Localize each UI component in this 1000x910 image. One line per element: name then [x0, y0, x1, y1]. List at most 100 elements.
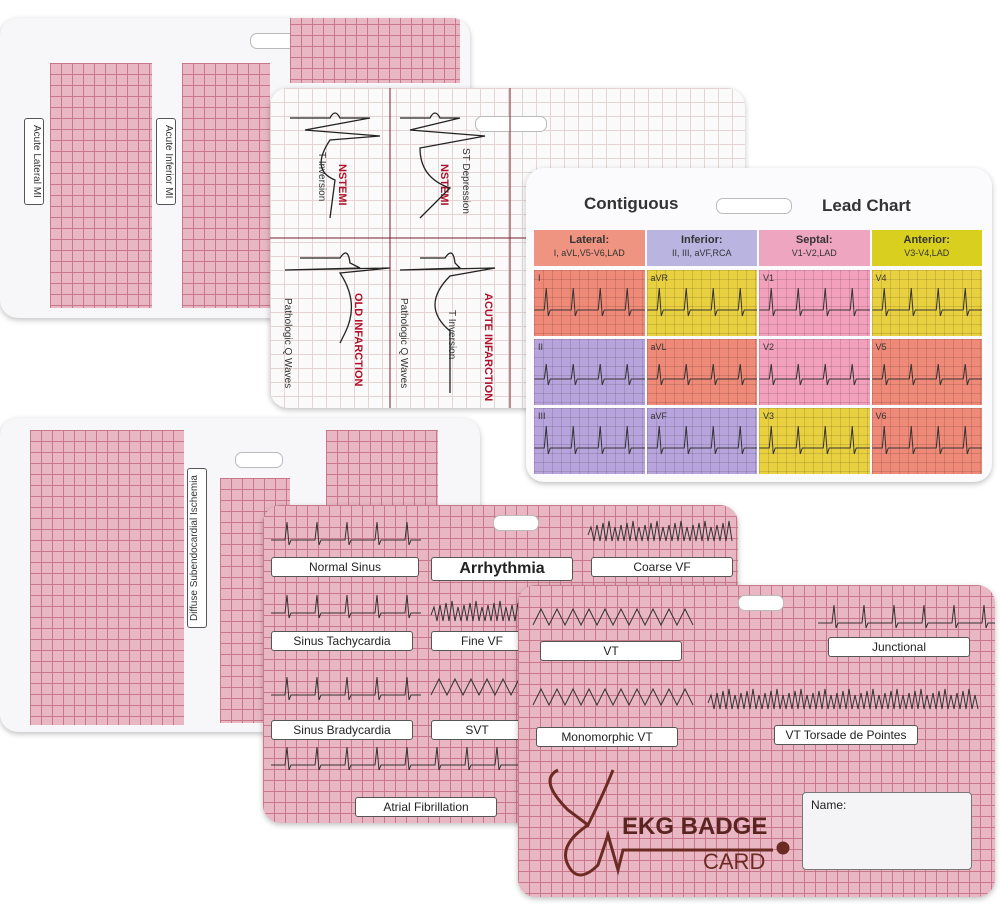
stethoscope-logo — [548, 768, 790, 877]
ecg-trace — [271, 594, 421, 619]
ecg-panel — [290, 18, 460, 83]
ecg-trace — [646, 287, 757, 317]
note: Pathologic Q Waves — [282, 298, 293, 389]
ecg-trace-line — [646, 287, 757, 317]
brand-line2: CARD — [703, 849, 766, 874]
group-leads: V3-V4,LAD — [904, 248, 950, 258]
group-name: Septal: — [795, 234, 833, 246]
group-leads: I, aVL,V5-V6,LAD — [553, 248, 625, 258]
ischemia-label: Diffuse Subendocardial Ischemia — [187, 468, 207, 629]
ecg-trace-line — [759, 425, 870, 455]
ecg-trace-line — [871, 425, 982, 455]
lead-name: V2 — [763, 342, 775, 352]
nstemi-label: NSTEMI — [438, 164, 450, 206]
lead-cell: aVR — [646, 270, 757, 336]
ecg-trace — [707, 688, 979, 710]
ecg-trace-line — [871, 287, 982, 317]
lead-cell: V5 — [871, 339, 982, 405]
mi-card: Acute Lateral MI Acute Inferior MI — [0, 18, 470, 318]
ecg-trace-line — [534, 287, 645, 317]
lanyard-slot — [493, 515, 539, 531]
note: T Inversion — [446, 310, 457, 360]
lead-cell: V4 — [871, 270, 982, 336]
ecg-panel — [30, 430, 184, 725]
old-infarction-label: OLD INFARCTION — [352, 293, 364, 387]
lead-group-header: Lateral: I, aVL,V5-V6,LAD — [534, 230, 645, 266]
rhythm-label: Sinus Tachycardia — [271, 631, 413, 651]
group-name: Lateral: — [569, 234, 610, 246]
mi-label: Acute Lateral MI — [24, 118, 44, 205]
lanyard-slot — [738, 595, 784, 611]
mi-label: Acute Inferior MI — [156, 118, 176, 206]
ecg-trace — [271, 521, 421, 546]
lead-cell: III — [534, 408, 645, 474]
lead-name: V3 — [763, 411, 775, 421]
arrhythmia-title: Arrhythmia — [431, 557, 573, 581]
nstemi-label: NSTEMI — [336, 164, 348, 206]
ecg-trace — [587, 520, 733, 542]
ekg-badge-card: VT Junctional Monomorphic VT VT Torsade … — [518, 585, 995, 897]
rhythm-label: VT Torsade de Pointes — [774, 725, 918, 745]
group-name: Anterior: — [903, 234, 950, 246]
note: T Inversion — [316, 152, 327, 202]
ecg-trace — [759, 425, 870, 455]
lead-name: V5 — [875, 342, 887, 352]
rhythm-label: Normal Sinus — [271, 557, 419, 577]
lead-group-header: Septal: V1-V2,LAD — [759, 230, 870, 266]
ecg-trace — [271, 676, 421, 701]
rhythm-label: VT — [540, 641, 682, 661]
ecg-trace-line — [646, 363, 757, 386]
stemi-waveforms — [270, 88, 530, 408]
lead-chart-card: Contiguous Lead Chart Lateral: I, aVL,V5-… — [526, 168, 992, 482]
group-name: Inferior: — [680, 234, 723, 246]
group-leads: II, III, aVF,RCA — [671, 248, 732, 258]
lead-name: V6 — [875, 411, 887, 421]
acute-infarction-label: ACUTE INFARCTION — [482, 293, 494, 402]
lead-name: aVR — [650, 273, 669, 283]
ecg-trace — [534, 363, 645, 386]
lead-cell: II — [534, 339, 645, 405]
ecg-trace — [818, 604, 995, 629]
lead-chart-title-right: Lead Chart — [822, 196, 911, 215]
ecg-trace — [646, 425, 757, 455]
group-leads: V1-V2,LAD — [791, 248, 837, 258]
ecg-panel — [182, 63, 270, 308]
name-field[interactable]: Name: — [802, 792, 972, 870]
lead-name: aVF — [650, 411, 668, 421]
ecg-trace-line — [759, 363, 870, 386]
lead-chart-title-left: Contiguous — [584, 194, 679, 213]
ecg-trace-line — [871, 363, 982, 386]
lead-name: V1 — [763, 273, 775, 283]
lanyard-slot — [475, 116, 547, 132]
ecg-trace — [871, 425, 982, 455]
rhythm-label: Junctional — [828, 637, 970, 657]
ecg-trace — [646, 363, 757, 386]
ecg-trace — [871, 363, 982, 386]
ecg-trace-line — [534, 363, 645, 386]
ecg-panel — [50, 63, 152, 308]
lanyard-slot — [716, 198, 792, 214]
lead-cell: V6 — [871, 408, 982, 474]
ecg-trace — [532, 687, 694, 707]
lead-name: II — [538, 342, 544, 352]
ecg-trace — [871, 287, 982, 317]
name-label: Name: — [811, 798, 847, 812]
lead-name: III — [538, 411, 546, 421]
badge-waveforms — [532, 604, 995, 710]
lead-name: aVL — [650, 342, 667, 352]
lead-cell: V3 — [759, 408, 870, 474]
lanyard-slot — [235, 452, 283, 468]
rhythm-label: Atrial Fibrillation — [355, 797, 497, 817]
lead-cell: aVF — [646, 408, 757, 474]
ecg-trace — [534, 287, 645, 317]
note: Pathologic Q Waves — [398, 298, 409, 389]
ecg-trace-line — [759, 287, 870, 317]
rhythm-label: Sinus Bradycardia — [271, 720, 413, 740]
lead-cell: V1 — [759, 270, 870, 336]
ecg-trace-line — [646, 425, 757, 455]
lead-group-header: Inferior: II, III, aVF,RCA — [646, 230, 757, 266]
ecg-trace-line — [534, 425, 645, 455]
ecg-trace — [759, 363, 870, 386]
lead-group-header: Anterior: V3-V4,LAD — [871, 230, 982, 266]
lead-cell: I — [534, 270, 645, 336]
